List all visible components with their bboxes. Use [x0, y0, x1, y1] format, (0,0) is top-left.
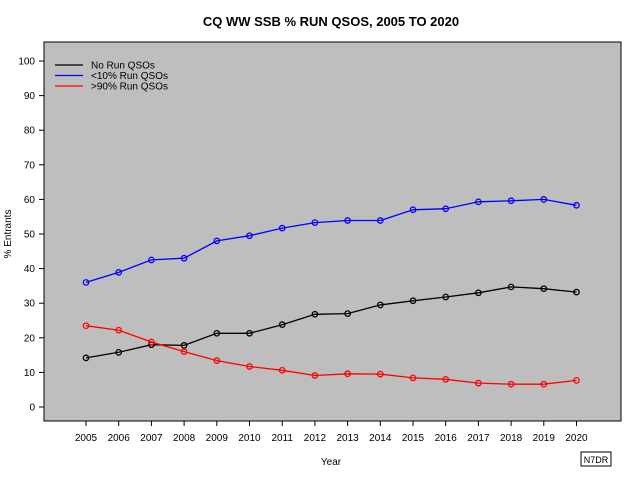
data-point [246, 363, 253, 370]
x-tick-label: 2010 [238, 433, 261, 444]
data-point [311, 372, 319, 379]
y-tick-label: 60 [24, 195, 36, 206]
data-point [507, 380, 515, 388]
data-point [475, 198, 482, 206]
x-tick-label: 2008 [173, 433, 196, 444]
y-tick-label: 20 [24, 333, 36, 344]
data-point [442, 205, 450, 213]
data-point [573, 288, 580, 296]
data-point [507, 197, 515, 205]
data-point [376, 370, 384, 378]
x-tick-label: 2005 [75, 433, 98, 444]
data-point [344, 310, 351, 317]
x-tick-label: 2006 [108, 433, 131, 444]
data-point [409, 374, 417, 382]
data-point [115, 348, 123, 356]
data-point [409, 297, 417, 305]
series-line [85, 198, 577, 284]
data-point [376, 301, 384, 309]
legend-label: No Run QSOs [91, 61, 155, 72]
data-point [442, 375, 450, 383]
data-point [409, 206, 417, 214]
data-point [540, 285, 548, 293]
y-tick-label: 10 [24, 368, 36, 379]
plot-area [43, 41, 622, 422]
data-point [311, 310, 319, 318]
x-tick-label: 2014 [369, 433, 392, 444]
data-point [213, 357, 221, 364]
legend-label: <10% Run QSOs [91, 71, 168, 82]
data-point [442, 293, 450, 301]
legend: No Run QSOs<10% Run QSOs>90% Run QSOs [55, 61, 168, 93]
data-point [540, 380, 548, 388]
x-axis-label: Year [321, 457, 342, 468]
data-point [344, 217, 351, 224]
x-tick-label: 2020 [565, 433, 588, 444]
x-tick-label: 2007 [140, 433, 163, 444]
data-point [507, 283, 515, 291]
data-point [180, 348, 188, 355]
series-line [85, 286, 577, 359]
credit-label: N7DR [584, 455, 609, 465]
data-point [540, 196, 548, 203]
x-tick-label: 2012 [304, 433, 327, 444]
x-tick-label: 2013 [336, 433, 359, 444]
x-tick-label: 2019 [533, 433, 556, 444]
data-point [213, 329, 221, 337]
data-point [246, 329, 253, 337]
x-tick-label: 2015 [402, 433, 425, 444]
series-2 [82, 322, 580, 388]
data-point [278, 366, 286, 374]
x-tick-label: 2017 [467, 433, 490, 444]
y-tick-label: 40 [24, 264, 36, 275]
x-tick-label: 2011 [271, 433, 293, 444]
data-point [180, 254, 188, 262]
data-point [115, 326, 123, 334]
data-point [278, 321, 286, 329]
data-point [213, 237, 221, 245]
y-tick-label: 100 [18, 57, 35, 68]
series-0 [82, 283, 580, 362]
data-point [82, 322, 90, 330]
legend-label: >90% Run QSOs [91, 82, 168, 93]
series-line [85, 325, 577, 385]
x-axis: 2005 2006 2007 2008 2009 2010 2011 2012 2013 2014… [75, 420, 588, 444]
y-tick-label: 30 [24, 299, 36, 310]
y-axis-label: % Entrants [3, 210, 14, 259]
data-point [148, 338, 155, 346]
y-tick-label: 80 [24, 126, 36, 137]
credit-box [580, 451, 612, 467]
data-point [82, 354, 90, 362]
y-tick-label: 70 [24, 160, 36, 171]
series-layer [82, 196, 580, 388]
data-point [376, 217, 384, 224]
x-tick-label: 2016 [435, 433, 458, 444]
data-point [148, 256, 155, 264]
data-point [344, 370, 351, 378]
data-point [311, 219, 319, 226]
chart-title: CQ WW SSB % RUN QSOS, 2005 TO 2020 [203, 14, 459, 29]
series-1 [82, 196, 580, 286]
x-tick-label: 2009 [206, 433, 229, 444]
data-point [82, 279, 90, 286]
data-point [278, 224, 286, 232]
data-point [180, 342, 188, 349]
y-tick-label: 50 [24, 230, 36, 241]
x-tick-label: 2018 [500, 433, 523, 444]
data-point [115, 269, 123, 276]
y-tick-label: 0 [29, 403, 35, 414]
y-axis: 0 10 20 30 40 50 60 70 80 90 100 [18, 57, 45, 414]
data-point [475, 289, 482, 297]
data-point [573, 201, 580, 209]
data-point [246, 232, 253, 240]
y-tick-label: 90 [24, 91, 36, 102]
data-point [573, 377, 580, 384]
data-point [475, 379, 482, 387]
